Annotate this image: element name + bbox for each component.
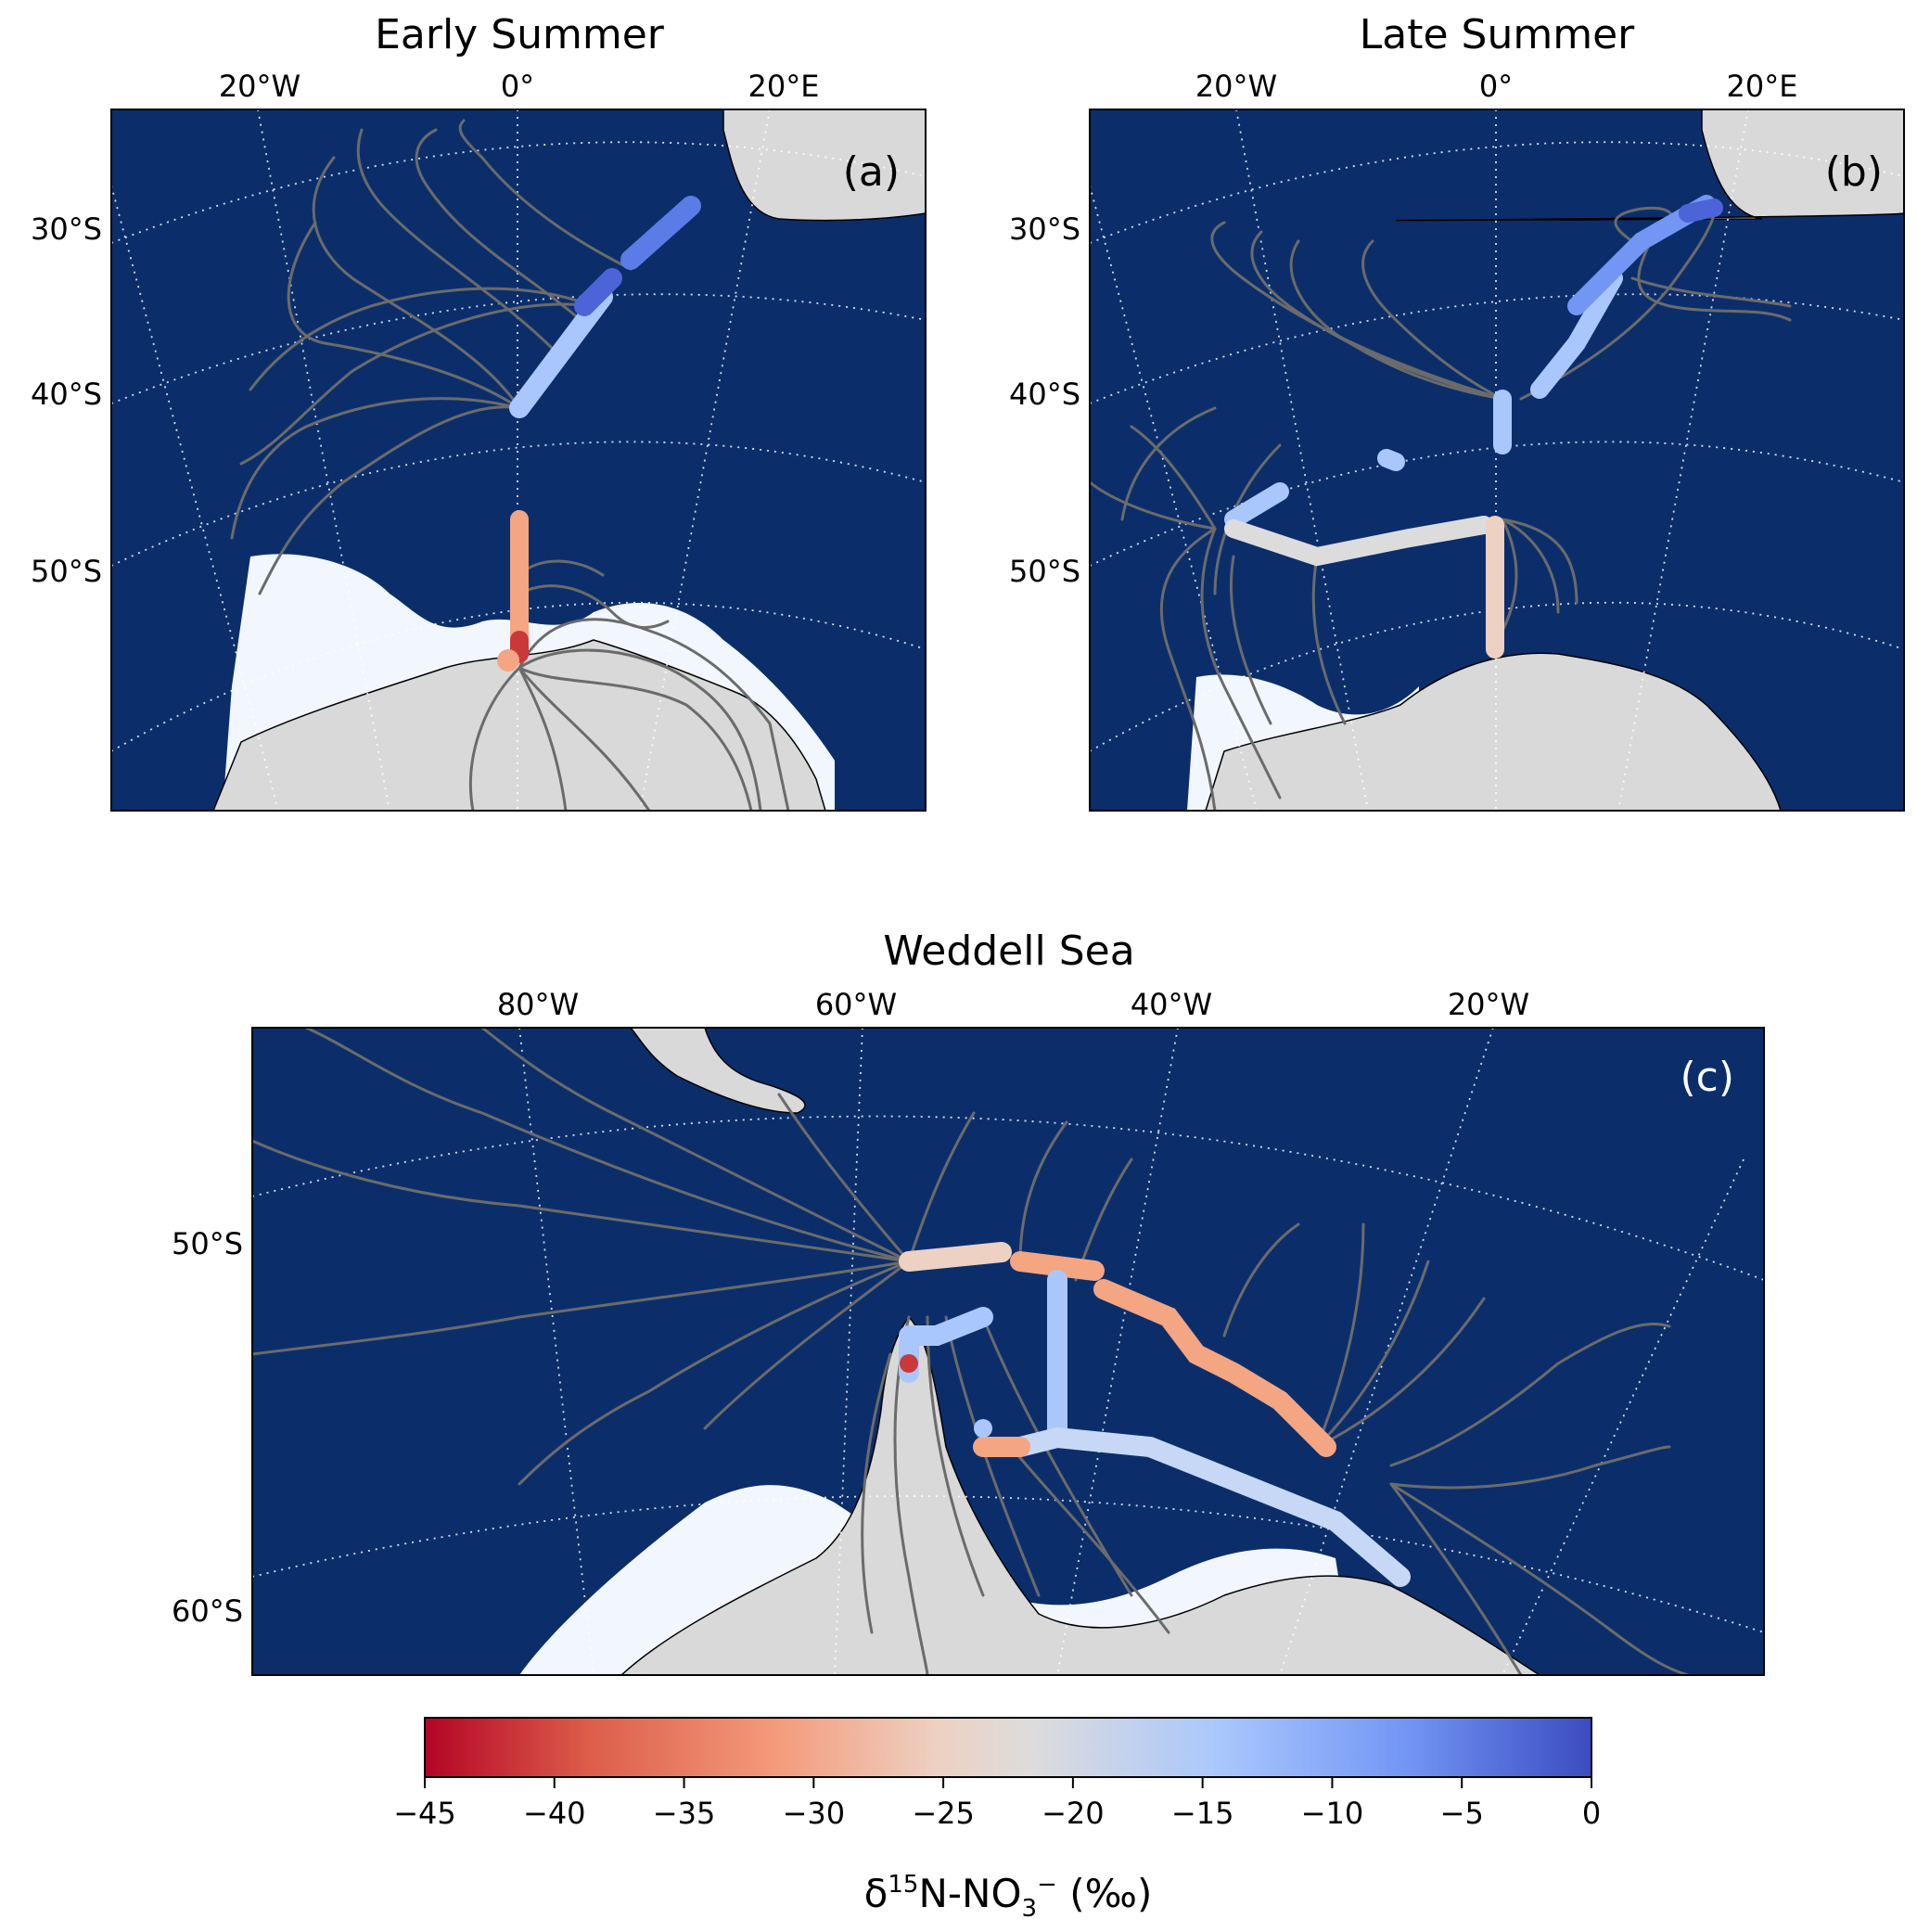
panel-a-title: Early Summer bbox=[375, 11, 665, 58]
panel-b-lat-tick: 40°S bbox=[1009, 377, 1080, 412]
panel-c-map: Weddell Sea 80°W 60°W 40°W 20°W 50°S 60°… bbox=[172, 928, 1765, 1676]
trajectories bbox=[230, 119, 790, 811]
colorbar-tick-label: −5 bbox=[1440, 1796, 1484, 1831]
ocean bbox=[252, 1028, 1764, 1675]
panel-c-lat-tick: 60°S bbox=[172, 1593, 243, 1629]
panel-b-frame bbox=[1089, 109, 1905, 812]
panel-a-lon-tick: 20°W bbox=[219, 69, 300, 104]
colorbar: −45 −40 −35 −30 −25 −20 −15 −10 −5 0 δ15N-NO3− (‰… bbox=[393, 1717, 1601, 1923]
colorbar-tick-label: −30 bbox=[783, 1796, 846, 1831]
antarctica-land bbox=[212, 639, 826, 811]
colorbar-ticks: −45 −40 −35 −30 −25 −20 −15 −10 −5 0 bbox=[393, 1777, 1601, 1831]
panel-c-title: Weddell Sea bbox=[883, 928, 1134, 975]
south-america-land bbox=[630, 1028, 806, 1114]
cruise-track bbox=[899, 1242, 1411, 1587]
panel-b-label: (b) bbox=[1825, 148, 1883, 196]
panel-b-title: Late Summer bbox=[1360, 11, 1635, 58]
colorbar-tick-label: 0 bbox=[1582, 1796, 1601, 1831]
africa-land bbox=[1396, 109, 1904, 222]
panel-b-lon-tick: 0° bbox=[1479, 69, 1513, 104]
graticule bbox=[252, 1028, 1764, 1675]
panel-a-frame bbox=[110, 109, 927, 812]
africa-land bbox=[722, 109, 926, 222]
panel-b-map: Late Summer 20°W 0° 20°E 30°S 40°S 50°S bbox=[1009, 11, 1905, 812]
panel-c-lon-tick: 80°W bbox=[497, 987, 579, 1022]
panel-a-lat-tick: 30°S bbox=[31, 211, 102, 247]
colorbar-gradient bbox=[424, 1717, 1592, 1778]
antarctica-land bbox=[1205, 652, 1782, 811]
panel-c-lon-tick: 40°W bbox=[1131, 987, 1212, 1022]
colorbar-tick-label: −10 bbox=[1301, 1796, 1364, 1831]
panel-a-lat-tick: 50°S bbox=[31, 554, 102, 589]
panel-b-lat-tick: 30°S bbox=[1009, 211, 1080, 247]
trajectories bbox=[252, 1028, 1690, 1675]
colorbar-tick-label: −15 bbox=[1171, 1796, 1234, 1831]
panel-c-frame bbox=[251, 1027, 1765, 1676]
panel-b-lon-tick: 20°E bbox=[1727, 69, 1798, 104]
panel-b-lat-tick: 50°S bbox=[1009, 554, 1080, 589]
panel-c-lon-tick: 20°W bbox=[1448, 987, 1529, 1022]
panel-a-lon-tick: 0° bbox=[501, 69, 534, 104]
colorbar-label: δ15N-NO3− (‰) bbox=[864, 1871, 1153, 1923]
colorbar-tick-label: −45 bbox=[393, 1796, 456, 1831]
cruise-track bbox=[497, 196, 701, 672]
colorbar-tick-label: −35 bbox=[653, 1796, 716, 1831]
panel-b-lon-tick: 20°W bbox=[1195, 69, 1277, 104]
colorbar-tick-label: −25 bbox=[912, 1796, 975, 1831]
panel-c-label: (c) bbox=[1680, 1054, 1734, 1101]
panel-a-lat-tick: 40°S bbox=[31, 377, 102, 412]
colorbar-tick-label: −40 bbox=[523, 1796, 586, 1831]
panel-a-map: Early Summer 20°W 0° 20°E 30°S 40°S 50°S bbox=[31, 11, 927, 812]
trajectories bbox=[1090, 202, 1792, 811]
panel-a-label: (a) bbox=[843, 148, 900, 196]
panel-c-lat-tick: 50°S bbox=[172, 1226, 243, 1261]
graticule bbox=[1090, 109, 1904, 811]
colorbar-tick-label: −20 bbox=[1042, 1796, 1105, 1831]
cruise-track bbox=[1224, 195, 1723, 659]
panel-a-lon-tick: 20°E bbox=[748, 69, 820, 104]
panel-c-lon-tick: 60°W bbox=[815, 987, 897, 1022]
